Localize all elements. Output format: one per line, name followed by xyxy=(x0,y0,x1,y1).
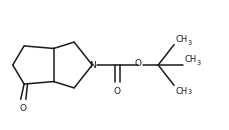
Text: O: O xyxy=(134,59,141,68)
Text: 3: 3 xyxy=(196,60,200,66)
Text: O: O xyxy=(19,104,27,113)
Text: N: N xyxy=(89,60,95,70)
Text: 3: 3 xyxy=(187,40,191,46)
Text: CH: CH xyxy=(174,87,187,96)
Text: CH: CH xyxy=(174,35,187,44)
Text: 3: 3 xyxy=(187,89,191,95)
Text: CH: CH xyxy=(183,55,196,64)
Text: O: O xyxy=(114,87,120,96)
